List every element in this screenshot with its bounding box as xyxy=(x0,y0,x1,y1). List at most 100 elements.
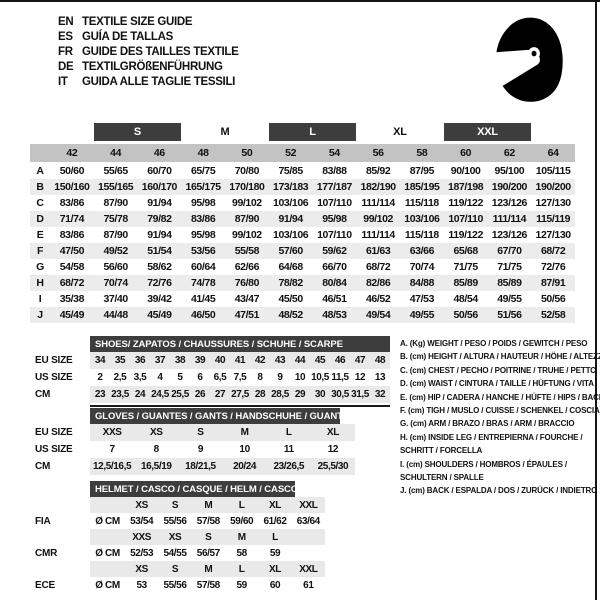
helmet-size-letter: S xyxy=(205,531,212,543)
measurement-value: 127/130 xyxy=(535,197,572,209)
helmet-size-letter: L xyxy=(238,499,245,511)
size-value: 47 xyxy=(354,355,366,366)
row-label: CM xyxy=(35,389,51,400)
size-value: 25,5 xyxy=(171,389,189,400)
row-label-spacer xyxy=(35,529,90,545)
helmet-size-value: 59 xyxy=(236,579,247,591)
shoes-row-cm: CM 23 23,5 24 24,5 25,5 26 27 27,5 28 28,5 29 30 30,5… xyxy=(35,386,390,403)
helmet-size-letter: M xyxy=(237,531,246,543)
measurement-value: 185/195 xyxy=(404,181,440,193)
size-value: 10,5 xyxy=(311,372,329,383)
size-value: 44 xyxy=(294,355,306,366)
measurement-value: 190/200 xyxy=(535,181,572,193)
gloves-row-cm: CM 12,5/16,5 16,5/19 18/21,5 20/24 23/26,5 25,… xyxy=(35,458,355,475)
measurement-value: 107/110 xyxy=(448,213,483,225)
helmet-size-letter-row-fia: XS S M L XL XXL xyxy=(35,497,325,513)
helmet-size-letter: M xyxy=(204,563,213,575)
measurement-row-d: D 71/74 75/78 79/82 83/86 87/90 91/94 95/98 99/1… xyxy=(30,211,575,227)
size-group-spacer xyxy=(30,123,94,141)
size-value: 40 xyxy=(214,355,226,366)
measurement-value: 127/130 xyxy=(535,229,572,241)
numeric-size-62: 62 xyxy=(503,147,515,159)
standard-label: ECE xyxy=(35,579,55,591)
measurement-value: 56/60 xyxy=(103,261,128,273)
measurement-value: 87/95 xyxy=(409,165,435,177)
measurement-value: 50/60 xyxy=(59,165,85,177)
unit-spacer xyxy=(90,497,125,513)
legend-line: G. (cm) ARM / BRAZO / BRAS / ARM / BRACC… xyxy=(400,419,575,429)
measurement-value: 74/78 xyxy=(190,277,216,289)
measurement-value: 41/45 xyxy=(190,293,216,305)
size-value: 10 xyxy=(239,444,250,455)
measurement-value: 53/56 xyxy=(190,245,216,257)
measurement-value: 45/49 xyxy=(59,309,85,321)
numeric-size-46: 46 xyxy=(153,147,165,159)
helmet-size-values: Ø CM 53 55/56 57/58 59 60 61 xyxy=(90,577,325,593)
helmet-size-letter: XL xyxy=(269,563,281,575)
size-value: 24 xyxy=(134,389,146,400)
size-value: 9 xyxy=(277,372,283,383)
size-value: 10 xyxy=(294,372,306,383)
measurement-value: 45/49 xyxy=(147,309,172,321)
measurement-row-j: J 45/49 44/48 45/49 46/50 47/51 48/52 48/53 49/5… xyxy=(30,307,575,323)
measurement-value: 62/66 xyxy=(234,261,260,273)
standard-label: FIA xyxy=(35,515,51,527)
helmet-size-letter-row-cmr: XXS XS S M L xyxy=(35,529,325,545)
helmet-size-value: 63/64 xyxy=(296,515,320,527)
row-label-spacer xyxy=(35,561,90,577)
language-title-row: ES GUÍA DE TALLAS xyxy=(58,29,239,44)
helmet-size-values: Ø CM 53/54 55/56 57/58 59/60 61/62 63/64 xyxy=(90,513,325,529)
measurement-value: 72/76 xyxy=(147,277,172,289)
page-right-border xyxy=(595,0,597,600)
helmet-section-title: HELMET / CASCO / CASQUE / HELM / CASCO xyxy=(90,481,295,497)
size-value: 4 xyxy=(157,372,163,383)
measurement-value: 71/74 xyxy=(59,213,85,225)
size-value: 38 xyxy=(174,355,186,366)
row-label: EU SIZE xyxy=(35,427,73,438)
measurement-value: 49/55 xyxy=(497,293,522,305)
language-code: EN xyxy=(58,15,74,28)
gloves-section-title: GLOVES / GUANTES / GANTS / HANDSCHUHE / … xyxy=(90,408,340,424)
helmet-size-section: HELMET / CASCO / CASQUE / HELM / CASCO X… xyxy=(35,481,325,593)
measurement-value: 51/56 xyxy=(497,309,522,321)
measurement-value: 70/80 xyxy=(234,165,260,177)
measurement-row-a: A 50/60 55/65 60/70 65/75 70/80 75/85 83/88 85/9… xyxy=(30,163,575,179)
numeric-size-44: 44 xyxy=(110,147,122,159)
measurement-value: 64/68 xyxy=(278,261,303,273)
measurement-value: 119/122 xyxy=(448,229,483,241)
size-value: L xyxy=(285,427,292,438)
measurement-value: 160/170 xyxy=(141,181,178,193)
numeric-size-56: 56 xyxy=(372,147,384,159)
measurement-value: 85/92 xyxy=(365,165,391,177)
size-value: 45 xyxy=(314,355,326,366)
size-value: 18/21,5 xyxy=(185,461,216,472)
measurement-value: 39/42 xyxy=(147,293,172,305)
size-value: 34 xyxy=(94,355,106,366)
measurement-value: 107/110 xyxy=(317,229,352,241)
gloves-row-us-size: US SIZE 7 8 9 10 11 12 xyxy=(35,441,355,458)
measurement-value: 60/64 xyxy=(190,261,216,273)
numeric-size-54: 54 xyxy=(328,147,340,159)
measurement-value: 49/55 xyxy=(409,309,435,321)
helmet-size-values: Ø CM 52/53 54/55 56/57 58 59 xyxy=(90,545,325,561)
language-title: TEXTILE SIZE GUIDE xyxy=(82,15,193,28)
numeric-size-58: 58 xyxy=(416,147,428,159)
measurement-value: 80/84 xyxy=(322,277,347,289)
measurement-value: 99/102 xyxy=(232,229,262,241)
legend-line: SCHULTERN / SPALLE xyxy=(400,473,484,483)
page-top-border xyxy=(0,0,600,2)
size-value: 11,5 xyxy=(331,372,349,383)
language-code: ES xyxy=(58,30,73,43)
size-value: 8 xyxy=(257,372,263,383)
measurement-value: 103/106 xyxy=(273,229,309,241)
measurement-value: 87/90 xyxy=(234,213,260,225)
language-title: GUIDA ALLE TAGLIE TESSILI xyxy=(82,75,236,88)
helmet-size-value: 56/57 xyxy=(196,547,220,559)
size-value: 26 xyxy=(194,389,206,400)
helmet-value-row-cmr: CMR Ø CM 52/53 54/55 56/57 58 59 xyxy=(35,545,325,561)
size-values-row: 2 2,5 3,5 4 5 6 6,5 7,5 8 9 10 10,5 11,5 12 13 xyxy=(90,369,390,386)
size-value: 37 xyxy=(154,355,166,366)
measurement-value: 83/86 xyxy=(59,229,85,241)
size-value: 7 xyxy=(109,444,115,455)
row-letter: C xyxy=(36,197,44,209)
